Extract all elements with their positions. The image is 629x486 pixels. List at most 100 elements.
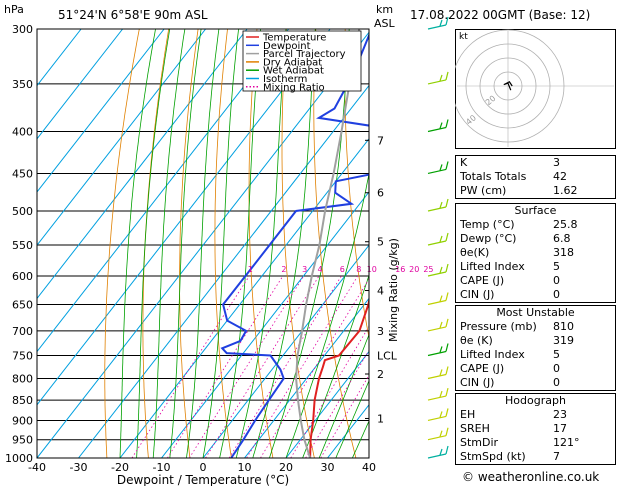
mixing-ratio-line <box>228 275 342 458</box>
km-tick-label: 7 <box>377 134 384 147</box>
legend-label: Isotherm <box>263 74 307 85</box>
km-tick-label: LCL <box>377 349 398 362</box>
pressure-tick-label: 550 <box>12 239 33 252</box>
index-pw-value: 1.62 <box>553 184 578 197</box>
mixing-ratio-label: 20 <box>409 265 419 274</box>
legend-label: Dry Adiabat <box>263 57 322 68</box>
most-unstable-title: Most Unstable <box>496 306 575 319</box>
legend-label: Dewpoint <box>263 41 311 52</box>
mixing-ratio-label: 10 <box>367 265 377 274</box>
legend-label: Parcel Trajectory <box>263 49 346 60</box>
isotherm-line <box>37 29 207 246</box>
wet-adiabat-line <box>119 29 156 458</box>
mixing-ratio-label: 8 <box>356 265 361 274</box>
mixing-ratio-label: 3 <box>302 265 307 274</box>
x-tick-label: 0 <box>200 461 207 474</box>
wind-barb <box>427 71 449 85</box>
mixing-ratio-line <box>205 275 320 458</box>
index-tt-label: Totals Totals <box>460 170 527 183</box>
wind-barb <box>427 198 449 212</box>
wind-barb <box>427 292 449 306</box>
pressure-tick-label: 600 <box>12 270 33 283</box>
pressure-tick-label: 300 <box>12 23 33 36</box>
dry-adiabat-line <box>104 29 140 458</box>
wind-barb <box>427 263 449 277</box>
asl-axis-label: ASL <box>374 17 395 30</box>
location-label: 51°24'N 6°58'E 90m ASL <box>58 8 208 22</box>
dry-adiabat-line <box>375 29 439 458</box>
isotherm-line <box>37 31 369 458</box>
wind-barb <box>427 161 449 175</box>
surface-table: Surface Temp (°C) 25.8 Dewp (°C) 6.8 θe(K)… <box>455 203 616 303</box>
index-k-label: K <box>460 156 468 169</box>
isotherm-line <box>161 191 369 458</box>
isotherm-line <box>244 297 369 458</box>
x-tick-label: 40 <box>362 461 376 474</box>
isotherm-line <box>37 29 290 353</box>
indices-table: K 3 Totals Totals 42 PW (cm) 1.62 <box>455 155 616 199</box>
legend-box <box>242 30 362 92</box>
pressure-tick-label: 450 <box>12 167 33 180</box>
mixing-ratio-line <box>131 275 250 458</box>
hodograph-trace <box>503 81 513 91</box>
mixing-ratio-line <box>189 275 305 458</box>
pressure-tick-label: 750 <box>12 349 33 362</box>
km-tick-label: 3 <box>377 325 384 338</box>
x-tick-label: 10 <box>238 461 252 474</box>
wet-adiabat-line <box>169 29 202 458</box>
dry-adiabat-line <box>142 29 170 458</box>
isotherm-line <box>37 29 248 300</box>
plot-frame <box>36 28 370 459</box>
hodograph-table: Hodograph EH 23 SREH 17 StmDir 121° StmSpd … <box>455 393 616 465</box>
mixing-ratio-label: 1 <box>248 265 253 274</box>
legend-label: Temperature <box>262 33 326 44</box>
wind-barb <box>427 366 449 380</box>
legend-label: Wet Adiabat <box>263 66 324 77</box>
wet-adiabat-line <box>219 29 262 458</box>
km-tick-label: 6 <box>377 187 384 200</box>
hodograph-unit-label: kt <box>459 32 468 42</box>
mixing-ratio-line <box>305 349 369 458</box>
pressure-tick-label: 500 <box>12 205 33 218</box>
mixing-ratio-line <box>290 325 369 458</box>
wind-barb <box>427 427 449 441</box>
wet-adiabat-line <box>136 29 171 458</box>
wind-barb <box>427 408 449 422</box>
wind-barb <box>427 232 449 246</box>
isotherm-line <box>37 29 124 140</box>
wet-adiabat-line <box>285 171 369 458</box>
pressure-tick-label: 350 <box>12 78 33 91</box>
mixing-ratio-line <box>246 275 359 458</box>
wet-adiabat-line <box>152 29 186 458</box>
mixing-ratio-label: 2 <box>281 265 286 274</box>
index-k-value: 3 <box>553 156 560 169</box>
mixing-ratio-line <box>167 275 284 458</box>
km-tick-label: 5 <box>377 236 384 249</box>
wind-barb <box>427 119 449 133</box>
wet-adiabat-line <box>318 333 369 458</box>
wind-barb <box>427 445 449 459</box>
copyright-footer[interactable]: © weatheronline.co.uk <box>462 470 600 484</box>
dry-adiabat-line <box>313 29 357 458</box>
dry-adiabat-line <box>214 29 232 458</box>
wet-adiabat-line <box>186 29 220 458</box>
dry-adiabat-line <box>179 29 199 458</box>
isotherm-line <box>119 137 369 458</box>
pressure-tick-label: 400 <box>12 126 33 139</box>
km-tick-label: 1 <box>377 412 384 425</box>
pressure-tick-label: 650 <box>12 299 33 312</box>
wind-barb <box>427 343 449 357</box>
x-tick-label: -10 <box>153 461 171 474</box>
x-axis-title: Dewpoint / Temperature (°C) <box>117 473 289 486</box>
pressure-tick-label: 900 <box>12 414 33 427</box>
surface-title: Surface <box>514 204 557 217</box>
datetime-label: 17.08.2022 00GMT (Base: 12) <box>410 8 591 22</box>
isotherm-line <box>202 244 369 458</box>
x-tick-label: 20 <box>279 461 293 474</box>
x-tick-label: -20 <box>111 461 129 474</box>
pressure-tick-label: 700 <box>12 325 33 338</box>
mixing-ratio-label: 25 <box>423 265 433 274</box>
mixing-ratio-axis-title: Mixing Ratio (g/kg) <box>387 238 400 342</box>
